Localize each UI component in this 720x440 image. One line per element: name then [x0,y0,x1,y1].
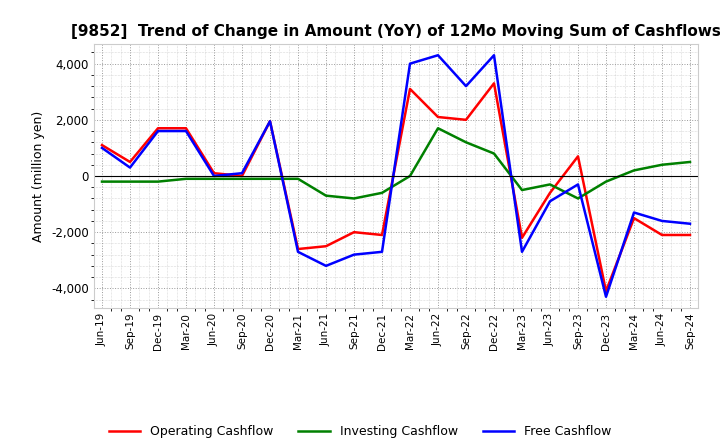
Free Cashflow [126,165,135,170]
Operating Cashflow [685,232,694,238]
Free Cashflow [350,252,359,257]
Free Cashflow [685,221,694,227]
Operating Cashflow [266,119,274,124]
Free Cashflow [294,249,302,254]
Operating Cashflow [98,143,107,148]
Investing Cashflow [378,190,387,195]
Operating Cashflow [630,216,639,221]
Investing Cashflow [574,196,582,201]
Operating Cashflow [181,125,190,131]
Free Cashflow [546,198,554,204]
Investing Cashflow [153,179,162,184]
Operating Cashflow [153,125,162,131]
Free Cashflow [266,119,274,124]
Investing Cashflow [294,176,302,181]
Investing Cashflow [181,176,190,181]
Investing Cashflow [266,176,274,181]
Free Cashflow [518,249,526,254]
Free Cashflow [574,182,582,187]
Free Cashflow [238,171,246,176]
Free Cashflow [630,210,639,215]
Operating Cashflow [350,230,359,235]
Free Cashflow [153,128,162,134]
Investing Cashflow [518,187,526,193]
Operating Cashflow [322,244,330,249]
Operating Cashflow [238,173,246,179]
Legend: Operating Cashflow, Investing Cashflow, Free Cashflow: Operating Cashflow, Investing Cashflow, … [109,425,611,438]
Investing Cashflow [490,151,498,156]
Free Cashflow [490,53,498,58]
Operating Cashflow [574,154,582,159]
Investing Cashflow [657,162,666,167]
Operating Cashflow [462,117,470,122]
Investing Cashflow [433,125,442,131]
Investing Cashflow [210,176,218,181]
Operating Cashflow [546,190,554,195]
Operating Cashflow [405,86,414,92]
Free Cashflow [322,263,330,268]
Investing Cashflow [322,193,330,198]
Operating Cashflow [518,235,526,240]
Investing Cashflow [238,176,246,181]
Operating Cashflow [433,114,442,120]
Line: Operating Cashflow: Operating Cashflow [102,83,690,291]
Free Cashflow [405,61,414,66]
Free Cashflow [657,218,666,224]
Free Cashflow [462,84,470,89]
Operating Cashflow [602,289,611,294]
Investing Cashflow [546,182,554,187]
Investing Cashflow [602,179,611,184]
Free Cashflow [433,53,442,58]
Y-axis label: Amount (million yen): Amount (million yen) [32,110,45,242]
Operating Cashflow [490,81,498,86]
Investing Cashflow [405,173,414,179]
Investing Cashflow [630,168,639,173]
Operating Cashflow [126,159,135,165]
Investing Cashflow [98,179,107,184]
Investing Cashflow [126,179,135,184]
Investing Cashflow [350,196,359,201]
Free Cashflow [378,249,387,254]
Investing Cashflow [462,139,470,145]
Operating Cashflow [378,232,387,238]
Operating Cashflow [210,171,218,176]
Free Cashflow [602,294,611,299]
Operating Cashflow [657,232,666,238]
Free Cashflow [181,128,190,134]
Free Cashflow [210,173,218,179]
Operating Cashflow [294,246,302,252]
Line: Free Cashflow: Free Cashflow [102,55,690,297]
Free Cashflow [98,145,107,150]
Line: Investing Cashflow: Investing Cashflow [102,128,690,198]
Investing Cashflow [685,159,694,165]
Title: [9852]  Trend of Change in Amount (YoY) of 12Mo Moving Sum of Cashflows: [9852] Trend of Change in Amount (YoY) o… [71,24,720,39]
